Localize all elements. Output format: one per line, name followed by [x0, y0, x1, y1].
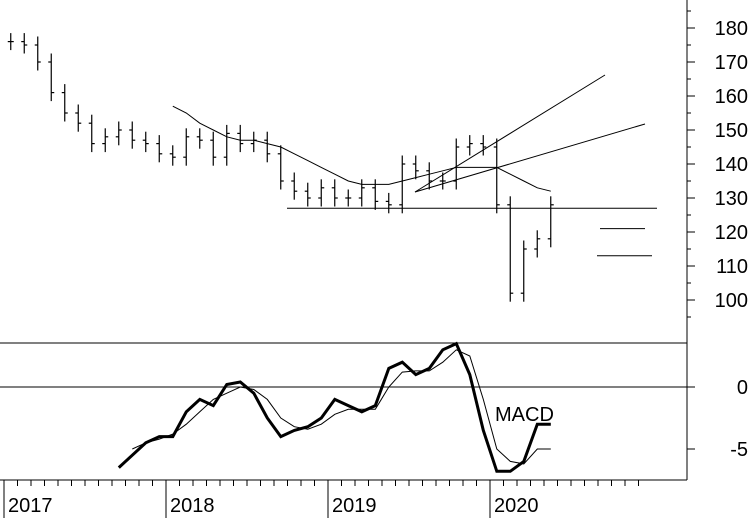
y-tick-label: 150: [715, 120, 748, 142]
macd-line: [117, 341, 551, 473]
y-tick-label: 170: [715, 52, 748, 74]
x-axis: 2017 2018 2019 2020: [3, 480, 639, 518]
y-tick-label: 130: [715, 188, 748, 210]
macd-signal-line: [132, 349, 551, 465]
y-tick-label: 120: [715, 222, 748, 244]
y-tick-label: 100: [715, 290, 748, 312]
trend-line-upper: [414, 74, 606, 193]
macd-panel: MACD: [0, 341, 687, 473]
y-tick-label: 140: [715, 154, 748, 176]
y-tick-label: 180: [715, 18, 748, 40]
y-axis: 100 110 120 130 140 150 160 170 180 0 -5: [687, 10, 748, 461]
y-tick-label: 160: [715, 86, 748, 108]
y-tick-label: -5: [730, 439, 748, 461]
x-tick-label: 2017: [8, 495, 53, 517]
x-tick-label: 2019: [332, 495, 377, 517]
x-tick-label: 2020: [494, 495, 539, 517]
chart-frame: [0, 0, 688, 481]
moving-average-line: [172, 105, 551, 192]
trend-line-lower: [414, 123, 646, 193]
x-tick-label: 2018: [170, 495, 215, 517]
y-tick-label: 0: [737, 377, 748, 399]
price-panel: [7, 33, 657, 302]
y-tick-label: 110: [716, 256, 748, 278]
macd-label: MACD: [495, 404, 554, 426]
